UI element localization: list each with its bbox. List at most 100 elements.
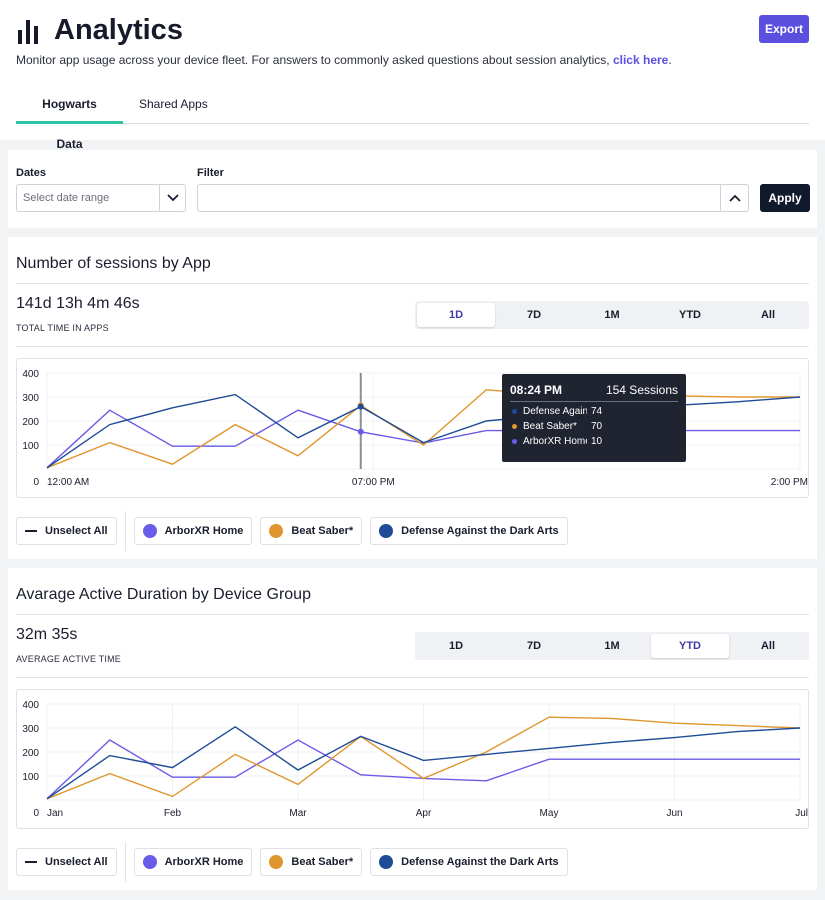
tooltip-row-name: ArborXR Home <box>523 436 587 447</box>
y-tick-label: 400 <box>22 369 39 380</box>
range-1d-button[interactable]: 1D <box>417 634 495 658</box>
unselect-all-button[interactable]: Unselect All <box>16 848 117 876</box>
x-tick-label: Jan <box>47 808 63 819</box>
defense-dot-icon <box>512 409 517 414</box>
series-line <box>46 716 801 800</box>
x-tick-label: 2:00 PM <box>771 477 808 488</box>
range-ytd-button[interactable]: YTD <box>651 303 729 327</box>
tooltip-row-value: 74 <box>591 406 603 417</box>
arborxr-dot-icon <box>142 855 157 869</box>
subtitle-end: . <box>668 53 672 67</box>
faq-link[interactable]: click here <box>612 53 669 67</box>
tooltip-row-value: 10 <box>591 436 603 447</box>
range-all-button[interactable]: All <box>729 303 807 327</box>
divider <box>16 677 809 678</box>
legend-label: Defense Against the Dark Arts <box>401 525 559 537</box>
title-row: Analytics <box>16 14 183 47</box>
sessions-card: Number of sessions by App 141d 13h 4m 46… <box>8 237 817 559</box>
x-tick-label: Mar <box>289 808 307 819</box>
total-time-value: 141d 13h 4m 46s <box>16 295 140 312</box>
beat-saber-dot-icon <box>269 855 284 869</box>
legend-label: Defense Against the Dark Arts <box>401 856 559 868</box>
unselect-all-label: Unselect All <box>45 525 108 537</box>
range-1m-button[interactable]: 1M <box>573 303 651 327</box>
legend-beat-saber[interactable]: Beat Saber* <box>260 848 363 876</box>
range-7d-button[interactable]: 7D <box>495 634 573 658</box>
legend-arborxr-home[interactable]: ArborXR Home <box>133 848 253 876</box>
date-range-select[interactable]: Select date range <box>16 184 186 212</box>
arborxr-dot-icon <box>512 439 517 444</box>
x-tick-label: 07:00 PM <box>352 477 395 488</box>
legend-label: ArborXR Home <box>164 525 244 537</box>
duration-card: Avarage Active Duration by Device Group … <box>8 568 817 890</box>
legend-separator <box>124 842 126 882</box>
tooltip-row: ArborXR Home 10 <box>512 436 602 447</box>
filter-field <box>197 184 749 212</box>
filter-input[interactable] <box>198 185 720 211</box>
tooltip-header: 08:24 PM 154 Sessions <box>510 383 678 402</box>
y-tick-label: 100 <box>22 772 39 783</box>
x-tick-label: Feb <box>164 808 182 819</box>
y-tick-label: 300 <box>22 393 39 404</box>
export-button[interactable]: Export <box>759 15 809 43</box>
x-tick-label: Apr <box>416 808 432 819</box>
divider <box>16 614 809 615</box>
duration-legend: Unselect All ArborXR Home Beat Saber* De… <box>16 842 576 882</box>
series-line <box>46 389 800 469</box>
unselect-all-button[interactable]: Unselect All <box>16 517 117 545</box>
tooltip-row: Defense Against the Dark Arts 74 <box>512 406 602 417</box>
tab-shared-apps[interactable]: Shared Apps <box>139 97 208 111</box>
x-tick-label: May <box>540 808 559 819</box>
divider <box>16 346 809 347</box>
legend-defense-against-the-dark-arts[interactable]: Defense Against the Dark Arts <box>370 517 568 545</box>
defense-dot-icon <box>379 855 394 869</box>
total-time-caption: TOTAL TIME IN APPS <box>16 323 109 333</box>
y-tick-label: 0 <box>33 808 39 819</box>
x-tick-label: Jul <box>795 808 808 819</box>
legend-separator <box>124 511 126 551</box>
divider <box>16 283 809 284</box>
unselect-all-label: Unselect All <box>45 856 108 868</box>
range-all-button[interactable]: All <box>729 634 807 658</box>
x-tick-label: Jun <box>666 808 682 819</box>
tab-hogwarts-data[interactable]: Hogwarts Data <box>16 84 123 151</box>
sessions-chart[interactable]: 0 100 200 300 400 12:00 AM 07:00 PM 2:00 PM <box>16 358 809 498</box>
subtitle-text: Monitor app usage across your device fle… <box>16 53 613 67</box>
legend-arborxr-home[interactable]: ArborXR Home <box>133 517 253 545</box>
legend-label: Beat Saber* <box>291 856 354 868</box>
sessions-card-title: Number of sessions by App <box>16 255 211 272</box>
chevron-down-icon[interactable] <box>159 185 185 211</box>
bar-chart-icon <box>18 19 38 44</box>
page-title: Analytics <box>54 14 183 46</box>
range-ytd-button[interactable]: YTD <box>651 634 729 658</box>
range-1m-button[interactable]: 1M <box>573 634 651 658</box>
range-7d-button[interactable]: 7D <box>495 303 573 327</box>
duration-chart[interactable]: 0 100 200 300 400 Jan Feb Mar Apr May Jun Jul <box>16 689 809 829</box>
hover-point <box>357 428 364 435</box>
y-tick-label: 300 <box>22 724 39 735</box>
range-1d-button[interactable]: 1D <box>417 303 495 327</box>
series-line <box>46 725 801 800</box>
legend-label: Beat Saber* <box>291 525 354 537</box>
legend-beat-saber[interactable]: Beat Saber* <box>260 517 363 545</box>
arborxr-dot-icon <box>142 524 157 538</box>
y-tick-label: 400 <box>22 700 39 711</box>
x-tick-label: 12:00 AM <box>47 477 89 488</box>
legend-defense-against-the-dark-arts[interactable]: Defense Against the Dark Arts <box>370 848 568 876</box>
duration-range-selector: 1D 7D 1M YTD All <box>415 632 809 660</box>
y-tick-label: 200 <box>22 417 39 428</box>
y-tick-label: 100 <box>22 441 39 452</box>
apply-button[interactable]: Apply <box>760 184 810 212</box>
page-subtitle: Monitor app usage across your device fle… <box>16 53 672 67</box>
filter-label: Filter <box>197 167 224 179</box>
average-time-value: 32m 35s <box>16 626 78 643</box>
tab-bar: Hogwarts Data Shared Apps <box>16 84 809 151</box>
filter-panel: Dates Select date range Filter Apply <box>8 150 817 228</box>
sessions-range-selector: 1D 7D 1M YTD All <box>415 301 809 329</box>
chevron-up-icon[interactable] <box>720 185 748 211</box>
defense-dot-icon <box>379 524 394 538</box>
y-tick-label: 200 <box>22 748 39 759</box>
duration-card-title: Avarage Active Duration by Device Group <box>16 586 311 603</box>
dates-label: Dates <box>16 167 46 179</box>
tooltip-row-value: 70 <box>591 421 603 432</box>
